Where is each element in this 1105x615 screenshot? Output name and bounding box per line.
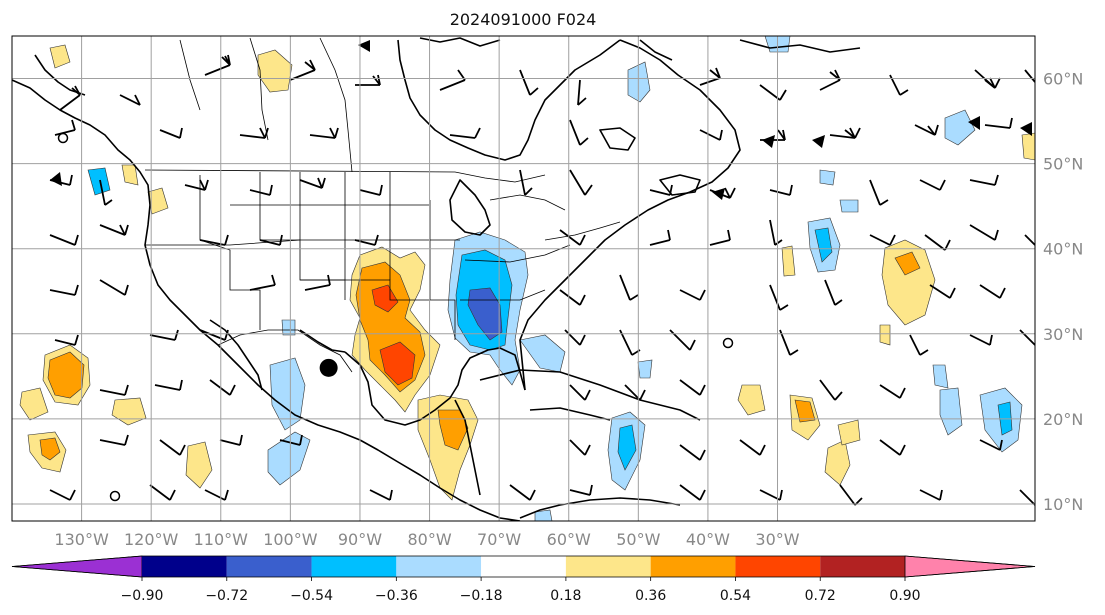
latitude-labels: 60°N 50°N 40°N 30°N 20°N 10°N [1043, 70, 1083, 514]
colorbar-extend-low [11, 555, 143, 578]
lat-tick-label: 50°N [1043, 155, 1083, 174]
positive-anomaly-region [794, 399, 816, 423]
colorbar-tick-label: 0.54 [720, 588, 751, 604]
negative-anomaly-region [281, 319, 296, 336]
lon-tick-label: 120°W [124, 530, 179, 549]
colorbar-tick-label: −0.90 [121, 588, 164, 604]
calm-wind-circle [722, 337, 734, 349]
calm-wind-circle [57, 132, 69, 144]
colorbar-tick-labels: −0.90 −0.72 −0.54 −0.36 −0.18 0.18 0.36 0.54 0.7… [121, 577, 921, 604]
colorbar-segment [820, 556, 905, 577]
colorbar [11, 555, 1036, 578]
lon-tick-label: 60°W [547, 530, 591, 549]
positive-anomaly-region [19, 387, 49, 421]
flag-barb [812, 135, 825, 148]
coastlines [12, 37, 861, 521]
positive-anomaly-region [737, 384, 766, 416]
positive-anomaly-region [781, 245, 796, 277]
colorbar-tick-label: 0.18 [550, 588, 581, 604]
lon-tick-label: 90°W [338, 530, 382, 549]
negative-anomaly-region [519, 334, 566, 373]
positive-anomaly-region [257, 49, 293, 93]
positive-anomaly-region [1021, 132, 1035, 161]
lat-tick-label: 10°N [1043, 495, 1083, 514]
colorbar-segment [650, 556, 736, 577]
map-content [12, 36, 1035, 521]
longitude-labels: 130°W 120°W 110°W 100°W 90°W 80°W 70°W 60°W 50°W… [54, 530, 799, 549]
positive-anomaly-region [47, 351, 85, 399]
lat-tick-label: 30°N [1043, 325, 1083, 344]
positive-anomaly-region [894, 251, 921, 276]
storm-center-marker [319, 358, 338, 377]
lat-tick-label: 20°N [1043, 410, 1083, 429]
lat-tick-label: 40°N [1043, 240, 1083, 259]
lon-tick-label: 110°W [194, 530, 249, 549]
colorbar-segment [735, 556, 821, 577]
lon-tick-label: 40°W [686, 530, 730, 549]
map-frame [11, 35, 1036, 522]
political-borders [144, 37, 621, 373]
lon-tick-label: 100°W [263, 530, 318, 549]
negative-anomaly-region [627, 61, 651, 103]
lon-tick-label: 130°W [54, 530, 109, 549]
colorbar-extend-high [904, 555, 1036, 578]
colorbar-tick-label: −0.72 [205, 588, 248, 604]
negative-anomaly-region [819, 169, 836, 186]
colorbar-tick-label: 0.90 [889, 588, 920, 604]
positive-anomaly-region [371, 284, 399, 313]
negative-anomaly-region [932, 364, 949, 389]
graticule [12, 36, 1035, 521]
colorbar-segment [142, 556, 227, 577]
colorbar-segment [565, 556, 651, 577]
colorbar-tick-label: −0.18 [460, 588, 503, 604]
flag-barb [712, 188, 725, 200]
flag-barb [1020, 122, 1032, 136]
positive-anomaly-region [121, 164, 139, 186]
colorbar-tick-label: 0.36 [635, 588, 666, 604]
lon-tick-label: 80°W [407, 530, 451, 549]
map-title: 2024091000 F024 [450, 10, 597, 29]
positive-anomaly-region [111, 397, 147, 426]
negative-anomaly-region [534, 509, 553, 521]
colorbar-segment [481, 556, 566, 577]
negative-anomaly-region [269, 357, 306, 431]
flag-barb [358, 40, 370, 52]
positive-anomaly-region [39, 437, 61, 461]
lon-tick-label: 70°W [477, 530, 521, 549]
calm-wind-circle [109, 490, 121, 502]
positive-anomaly-region [879, 324, 891, 346]
colorbar-segment [226, 556, 312, 577]
flag-barb [762, 135, 775, 148]
lat-tick-label: 60°N [1043, 70, 1083, 89]
flag-barb [968, 116, 980, 130]
positive-anomaly-region [837, 419, 861, 446]
negative-anomaly-region [944, 109, 976, 146]
negative-anomaly-region [87, 167, 111, 196]
colorbar-segment [311, 556, 397, 577]
lon-tick-label: 30°W [755, 530, 799, 549]
flag-barb [50, 172, 62, 186]
negative-anomaly-region [467, 287, 503, 341]
positive-anomaly-region [881, 239, 936, 326]
negative-anomaly-region [617, 424, 637, 471]
positive-anomaly-region [49, 44, 71, 69]
colorbar-tick-label: −0.54 [290, 588, 333, 604]
negative-anomaly-region [939, 387, 963, 436]
colorbar-segment [396, 556, 482, 577]
positive-anomaly-region [147, 187, 169, 215]
negative-anomaly-region [637, 359, 653, 379]
negative-anomaly-region [839, 199, 859, 213]
positive-anomaly-region [185, 441, 213, 489]
positive-anomaly-region [379, 341, 416, 386]
anomaly-shading [19, 36, 1035, 521]
negative-anomaly-region [814, 227, 833, 263]
colorbar-tick-label: 0.72 [805, 588, 836, 604]
colorbar-tick-label: −0.36 [375, 588, 418, 604]
lon-tick-label: 50°W [616, 530, 660, 549]
